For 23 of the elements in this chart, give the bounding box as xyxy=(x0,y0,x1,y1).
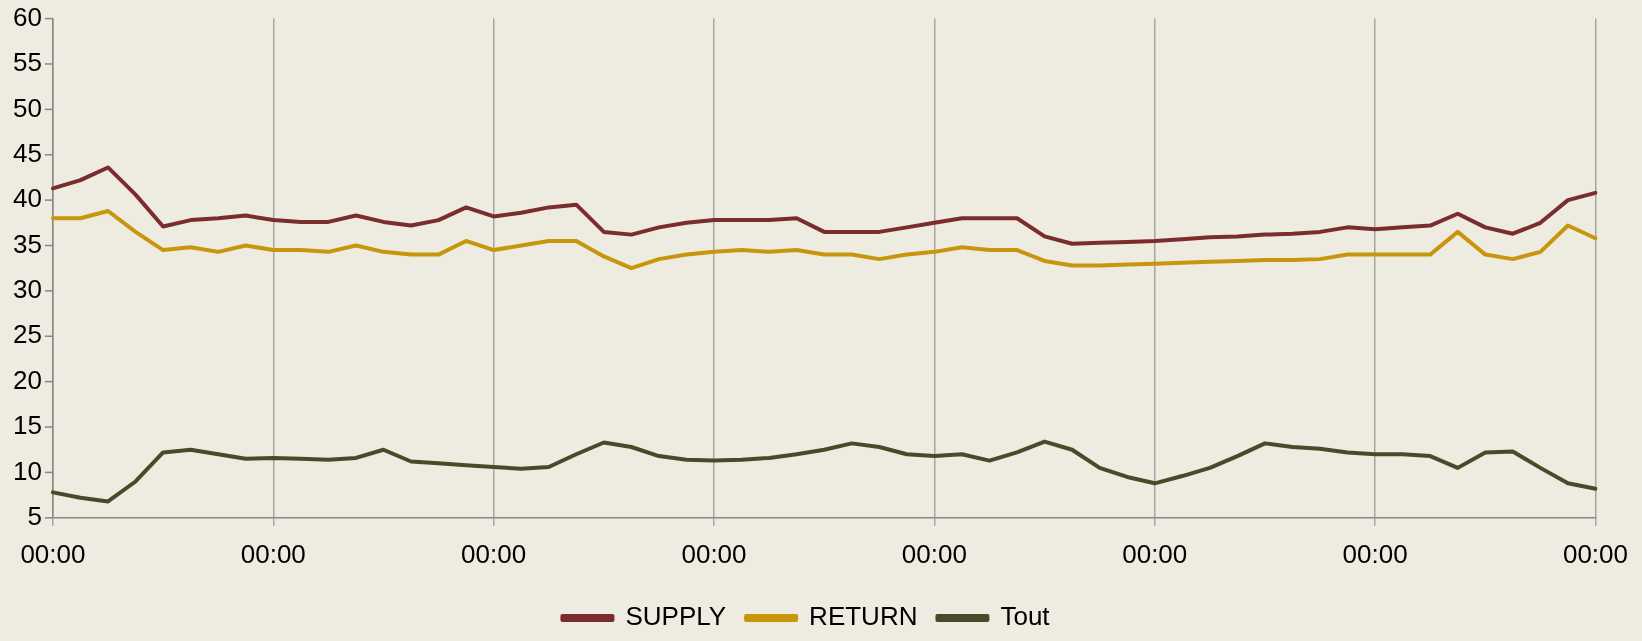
x-tick-label: 00:00 xyxy=(1562,538,1629,569)
legend-label: SUPPLY xyxy=(625,601,727,632)
y-tick-label: 30 xyxy=(13,274,42,305)
x-tick-label: 00:00 xyxy=(1122,538,1188,569)
x-tick-label: 00:00 xyxy=(901,538,967,569)
y-tick-label: 20 xyxy=(13,364,42,395)
y-tick-label: 60 xyxy=(13,1,42,32)
x-tick-label: 00:00 xyxy=(1342,538,1408,569)
x-tick-label: 00:00 xyxy=(461,538,527,569)
y-tick-label: 35 xyxy=(13,228,42,259)
y-tick-label: 15 xyxy=(13,410,42,441)
legend-label: RETURN xyxy=(809,601,918,632)
x-tick-label: 00:00 xyxy=(240,538,306,569)
y-tick-label: 5 xyxy=(27,500,42,531)
y-tick-label: 40 xyxy=(13,183,42,214)
y-tick-label: 10 xyxy=(13,455,42,486)
y-tick-label: 25 xyxy=(13,319,42,350)
y-tick-label: 50 xyxy=(13,92,42,123)
y-tick-label: 55 xyxy=(13,47,42,78)
x-tick-label: 00:00 xyxy=(681,538,747,569)
x-tick-label: 00:00 xyxy=(20,538,86,569)
legend-label: Tout xyxy=(1000,601,1051,632)
y-tick-label: 45 xyxy=(13,137,42,168)
